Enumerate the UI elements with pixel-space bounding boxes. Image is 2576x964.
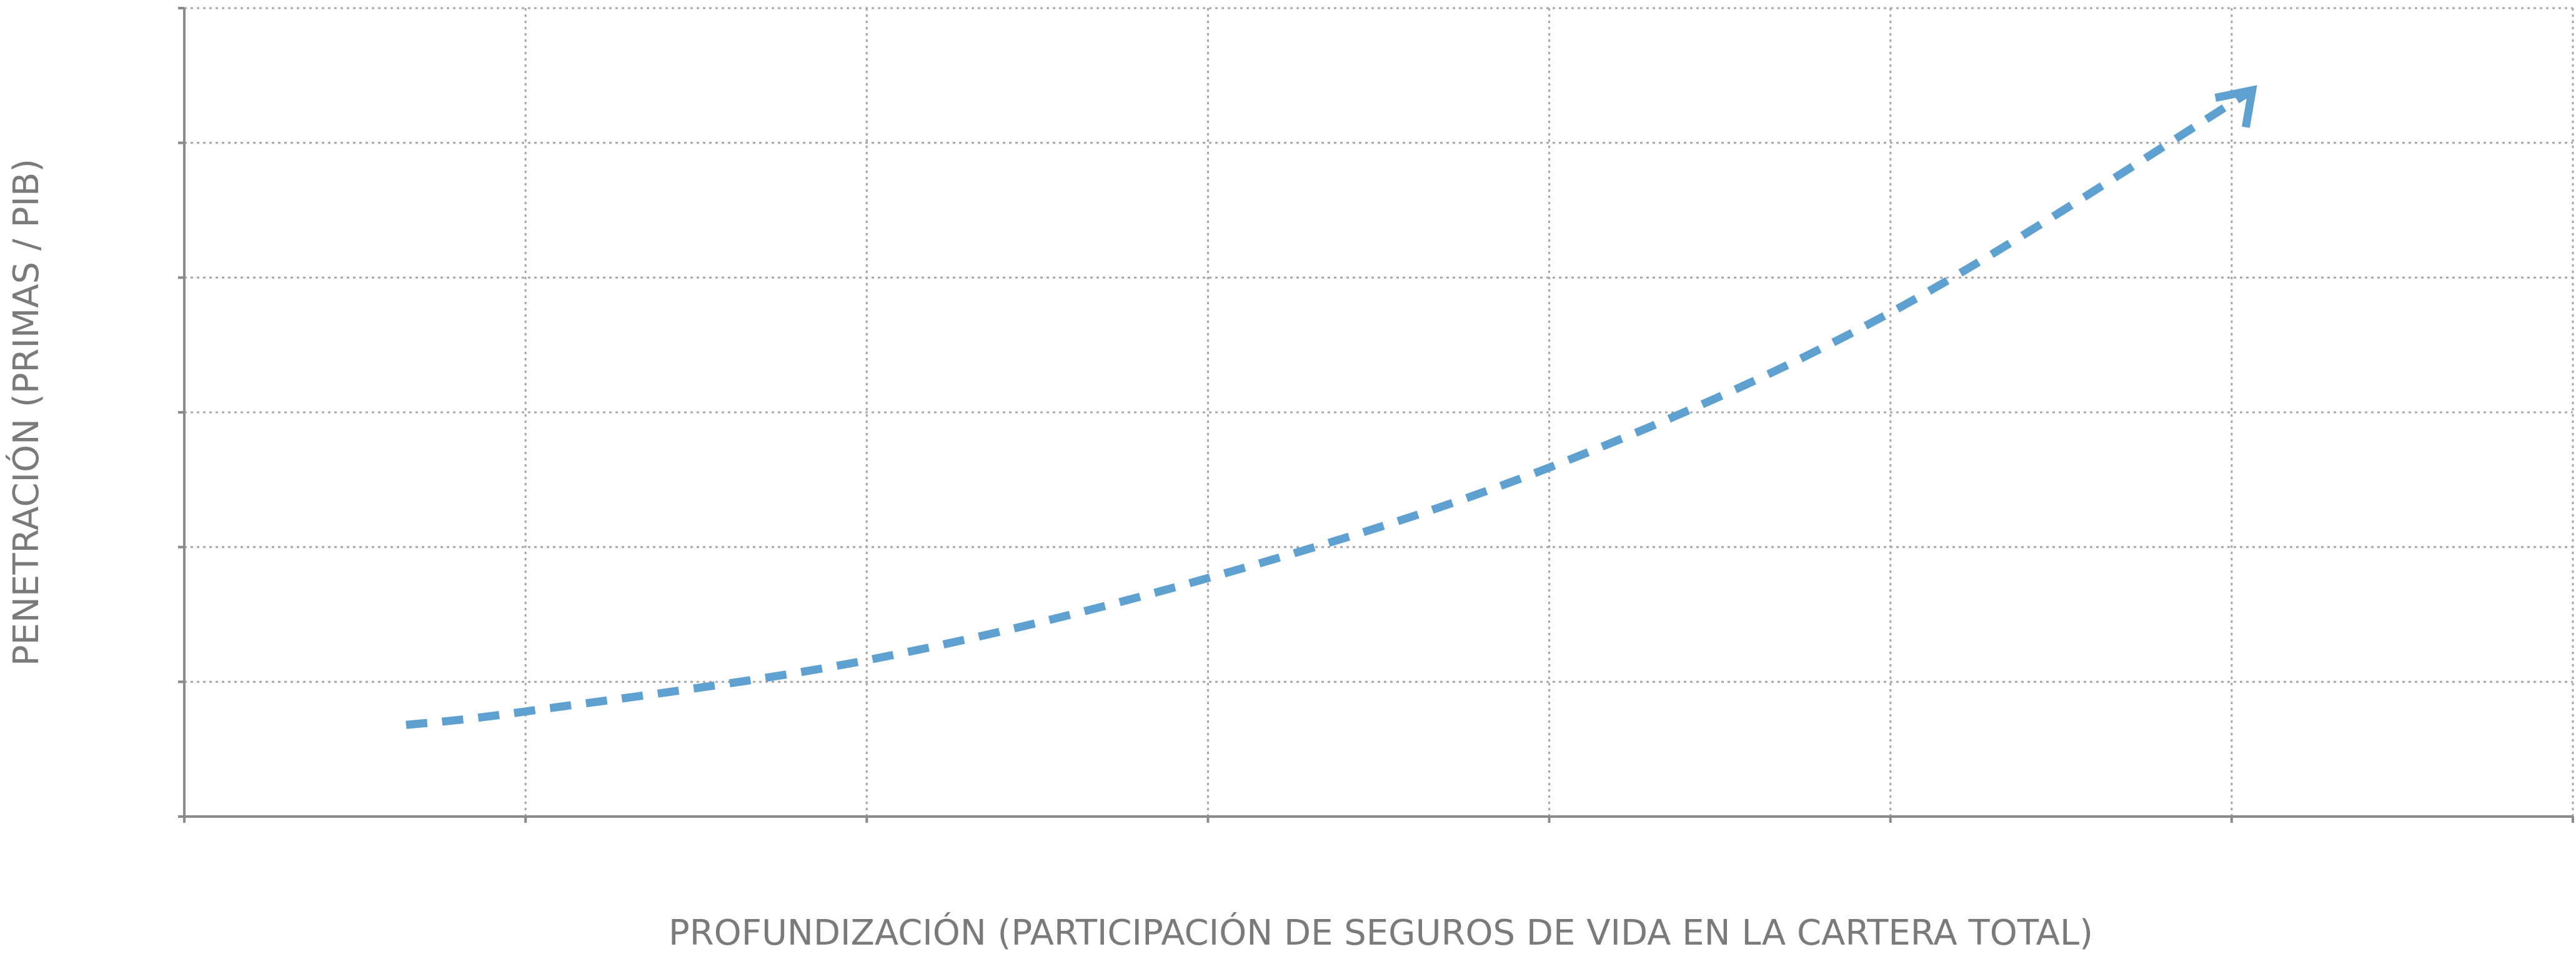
arrow-head bbox=[2214, 85, 2257, 128]
y-axis-label: PENETRACIÓN (PRIMAS / PIB) bbox=[6, 159, 47, 666]
data-line bbox=[405, 87, 2255, 729]
x-axis-label: PROFUNDIZACIÓN (PARTICIPACIÓN DE SEGUROS… bbox=[669, 913, 2093, 953]
